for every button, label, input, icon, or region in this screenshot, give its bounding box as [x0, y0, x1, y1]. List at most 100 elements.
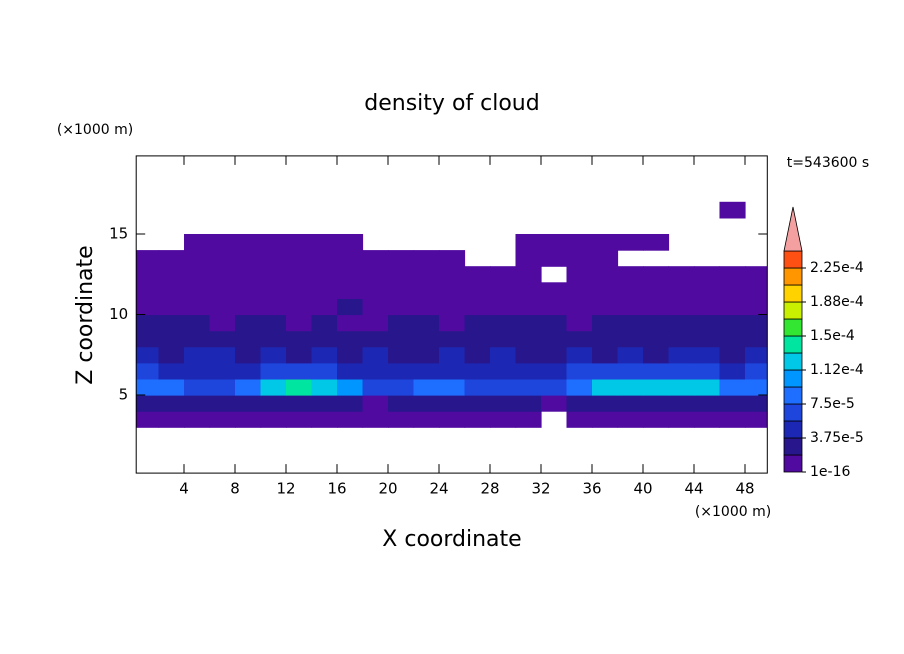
- contour-cell: [566, 395, 593, 412]
- contour-cell: [337, 395, 364, 412]
- contour-cell: [744, 266, 768, 283]
- contour-cell: [260, 233, 287, 251]
- contour-cell: [158, 298, 185, 316]
- contour-cell: [286, 395, 313, 412]
- contour-cell: [311, 362, 338, 380]
- contour-cell: [235, 233, 262, 251]
- contour-cell: [439, 378, 466, 396]
- contour-cell: [311, 282, 338, 299]
- contour-cell: [439, 266, 466, 283]
- contour-cell: [235, 346, 262, 364]
- contour-cell: [158, 378, 185, 396]
- contour-cell: [744, 362, 768, 380]
- contour-cell: [311, 395, 338, 412]
- contour-cell: [464, 266, 491, 283]
- contour-cell: [642, 233, 670, 251]
- contour-cell: [515, 346, 542, 364]
- contour-cell: [413, 250, 440, 267]
- contour-cell: [439, 395, 466, 412]
- x-tick-label: 44: [684, 480, 703, 498]
- contour-cell: [515, 282, 542, 299]
- contour-cell: [464, 362, 491, 380]
- colorbar-band: [783, 352, 803, 371]
- x-tick-label: 32: [531, 480, 550, 498]
- contour-cell: [540, 362, 568, 380]
- contour-cell: [439, 346, 466, 364]
- contour-cell: [515, 378, 542, 396]
- contour-cell: [540, 330, 568, 348]
- x-tick-label: 16: [327, 480, 346, 498]
- colorbar-tick-label: 1.5e-4: [810, 328, 855, 344]
- contour-cell: [540, 282, 568, 299]
- contour-cell: [566, 411, 593, 428]
- contour-cell: [642, 282, 670, 299]
- contour-cell: [260, 314, 287, 332]
- contour-cell: [515, 233, 542, 251]
- colorbar-band: [783, 369, 803, 388]
- contour-cell: [260, 395, 287, 412]
- colorbar-tick-label: 2.25e-4: [810, 260, 864, 276]
- colorbar-tick-label: 1e-16: [810, 464, 850, 480]
- contour-cell: [260, 346, 287, 364]
- contour-cell: [439, 362, 466, 380]
- contour-cell: [184, 346, 211, 364]
- contour-cell: [566, 362, 593, 380]
- contour-cell: [591, 250, 619, 267]
- contour-cell: [286, 378, 313, 396]
- contour-cell: [489, 395, 517, 412]
- contour-cell: [337, 250, 364, 267]
- contour-cell: [388, 346, 415, 364]
- contour-cell: [642, 330, 670, 348]
- contour-cell: [136, 362, 160, 380]
- contour-cell: [566, 266, 593, 283]
- contour-cell: [413, 282, 440, 299]
- contour-cell: [489, 378, 517, 396]
- contour-cell: [642, 266, 670, 283]
- contour-cell: [209, 395, 236, 412]
- colorbar-band: [783, 335, 803, 354]
- colorbar-tick-label: 3.75e-5: [810, 430, 864, 446]
- contour-cell: [566, 233, 593, 251]
- contour-cell: [591, 282, 619, 299]
- contour-cell: [744, 346, 768, 364]
- contour-cell: [617, 266, 644, 283]
- contour-cell: [158, 395, 185, 412]
- contour-cell: [311, 298, 338, 316]
- contour-cell: [540, 233, 568, 251]
- contour-cell: [719, 282, 746, 299]
- x-tick-label: 20: [378, 480, 397, 498]
- contour-cell: [591, 330, 619, 348]
- contour-cell: [158, 362, 185, 380]
- contour-cell: [158, 314, 185, 332]
- contour-cell: [158, 346, 185, 364]
- contour-cell: [489, 298, 517, 316]
- contour-cell: [388, 266, 415, 283]
- colorbar-band: [783, 386, 803, 405]
- contour-cell: [184, 250, 211, 267]
- contour-cell: [591, 346, 619, 364]
- contour-cell: [566, 282, 593, 299]
- contour-cell: [591, 298, 619, 316]
- contour-cell: [719, 314, 746, 332]
- contour-cell: [158, 282, 185, 299]
- contour-cell: [337, 330, 364, 348]
- contour-cell: [668, 266, 695, 283]
- contour-cell: [668, 378, 695, 396]
- contour-cell: [566, 298, 593, 316]
- contour-cell: [693, 314, 721, 332]
- contour-cell: [693, 266, 721, 283]
- contour-cell: [362, 395, 389, 412]
- contour-cell: [693, 411, 721, 428]
- chart-title: density of cloud: [364, 91, 539, 116]
- contour-cell: [362, 378, 389, 396]
- contour-cell: [337, 282, 364, 299]
- contour-cell: [515, 411, 542, 428]
- contour-cell: [388, 378, 415, 396]
- contour-cell: [209, 330, 236, 348]
- contour-cell: [136, 282, 160, 299]
- contour-cell: [388, 330, 415, 348]
- contour-cell: [362, 282, 389, 299]
- colorbar-band: [783, 318, 803, 337]
- contour-cell: [464, 330, 491, 348]
- contour-cell: [311, 314, 338, 332]
